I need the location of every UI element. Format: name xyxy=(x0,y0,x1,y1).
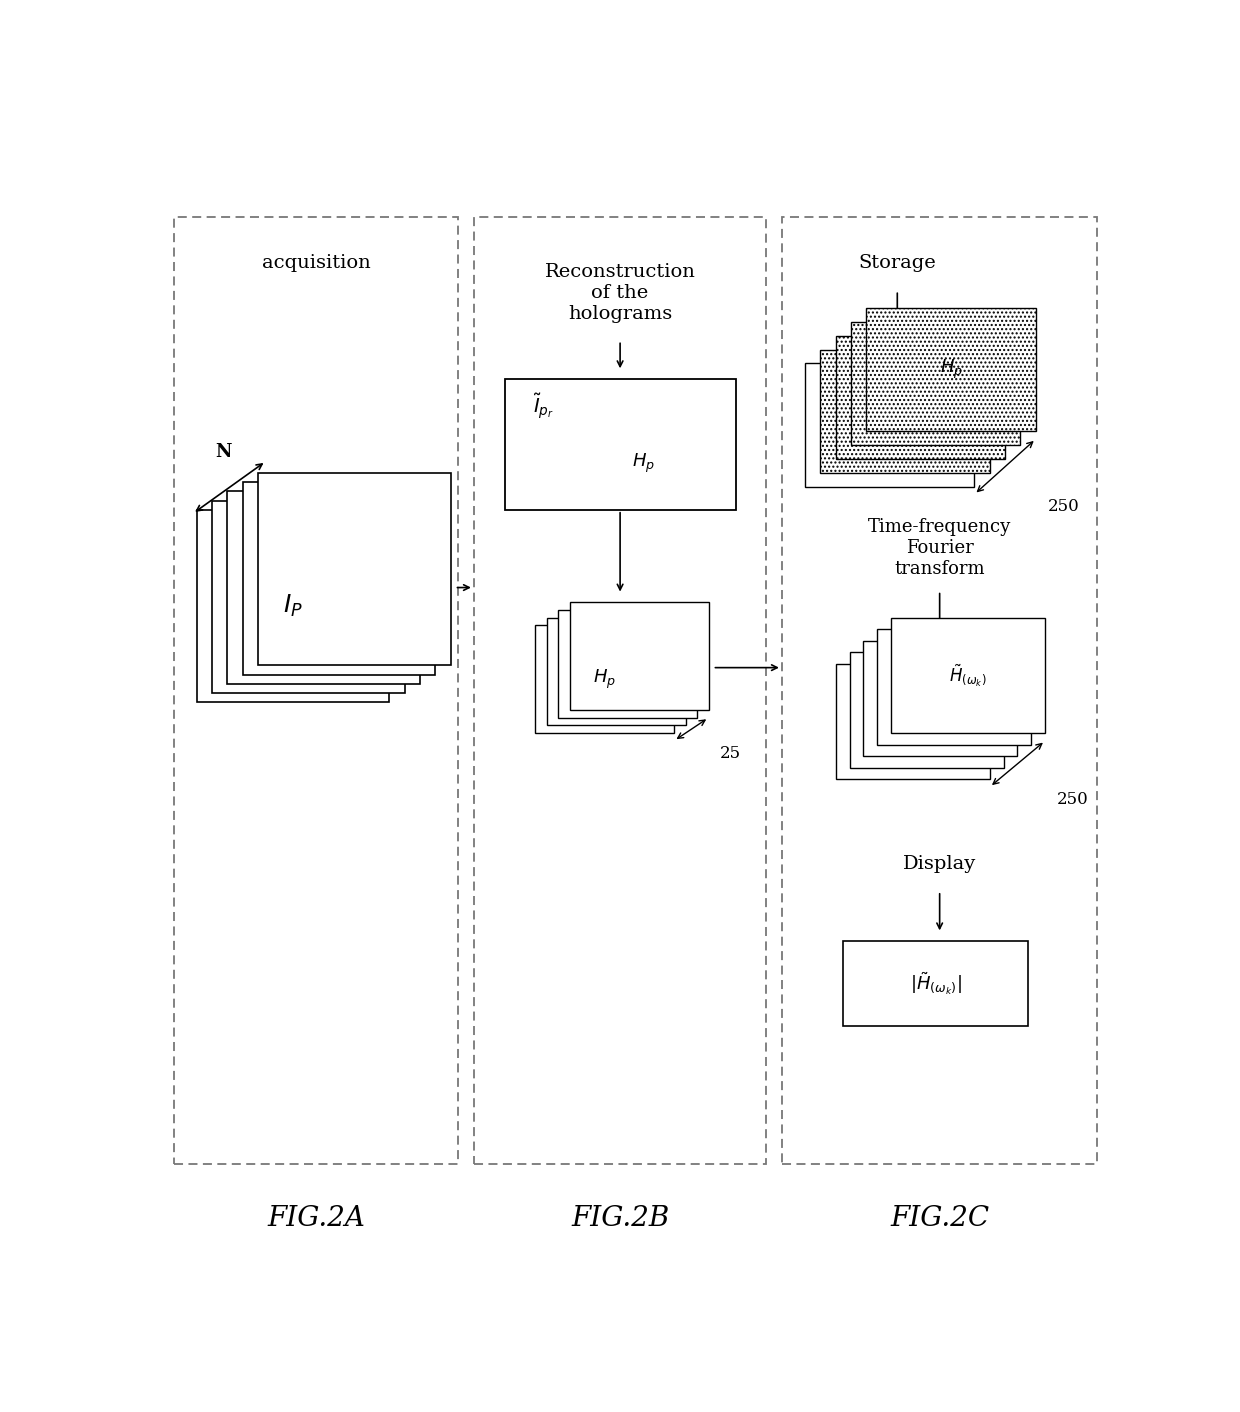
Bar xyxy=(851,322,1021,445)
Bar xyxy=(836,664,990,779)
Bar xyxy=(821,350,990,473)
Bar xyxy=(570,602,708,710)
Text: 25: 25 xyxy=(720,744,742,761)
Text: Storage: Storage xyxy=(858,254,936,273)
Text: Display: Display xyxy=(903,856,976,873)
Text: acquisition: acquisition xyxy=(262,254,371,273)
Bar xyxy=(558,610,697,717)
Text: 250: 250 xyxy=(1056,791,1089,808)
Bar xyxy=(474,217,766,1165)
Text: $|\tilde{H}_{(\omega_k)}|$: $|\tilde{H}_{(\omega_k)}|$ xyxy=(910,970,962,997)
Bar xyxy=(258,473,450,665)
Text: FIG.2A: FIG.2A xyxy=(267,1204,365,1231)
Text: Reconstruction
of the
holograms: Reconstruction of the holograms xyxy=(544,264,696,323)
Bar xyxy=(805,363,975,487)
Text: $H_p$: $H_p$ xyxy=(593,668,616,690)
Bar xyxy=(877,630,1032,744)
Bar xyxy=(197,510,389,702)
Text: N: N xyxy=(216,443,232,462)
Text: $\tilde{I}_{p_r}$: $\tilde{I}_{p_r}$ xyxy=(533,391,553,421)
Text: Time-frequency
Fourier
transform: Time-frequency Fourier transform xyxy=(868,518,1012,578)
Bar xyxy=(867,308,1035,431)
Text: 250: 250 xyxy=(1048,498,1079,515)
Bar xyxy=(836,336,1006,459)
Text: $H_p$: $H_p$ xyxy=(631,452,655,476)
Bar xyxy=(843,940,1028,1025)
Text: FIG.2B: FIG.2B xyxy=(570,1204,670,1231)
Bar xyxy=(174,217,459,1165)
Bar xyxy=(536,626,675,733)
Bar xyxy=(863,641,1017,757)
Text: $\tilde{H}_{(\omega_k)}$: $\tilde{H}_{(\omega_k)}$ xyxy=(950,662,987,689)
Text: $H_p$: $H_p$ xyxy=(940,359,962,381)
Bar xyxy=(212,500,404,693)
Bar xyxy=(547,617,686,726)
Bar xyxy=(849,652,1003,768)
Text: $I_P$: $I_P$ xyxy=(283,593,303,618)
Bar xyxy=(892,617,1045,733)
Bar xyxy=(781,217,1097,1165)
Text: FIG.2C: FIG.2C xyxy=(890,1204,990,1231)
Bar xyxy=(243,481,435,675)
Bar xyxy=(567,425,720,503)
Bar xyxy=(505,378,735,510)
Bar xyxy=(227,491,420,683)
